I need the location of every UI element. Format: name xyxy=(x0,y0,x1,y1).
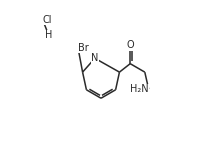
Text: O: O xyxy=(126,40,134,50)
Text: N: N xyxy=(91,53,99,63)
Text: H: H xyxy=(45,30,52,40)
Text: Br: Br xyxy=(78,42,89,53)
Text: H₂N: H₂N xyxy=(130,84,149,94)
Text: Cl: Cl xyxy=(43,15,52,25)
